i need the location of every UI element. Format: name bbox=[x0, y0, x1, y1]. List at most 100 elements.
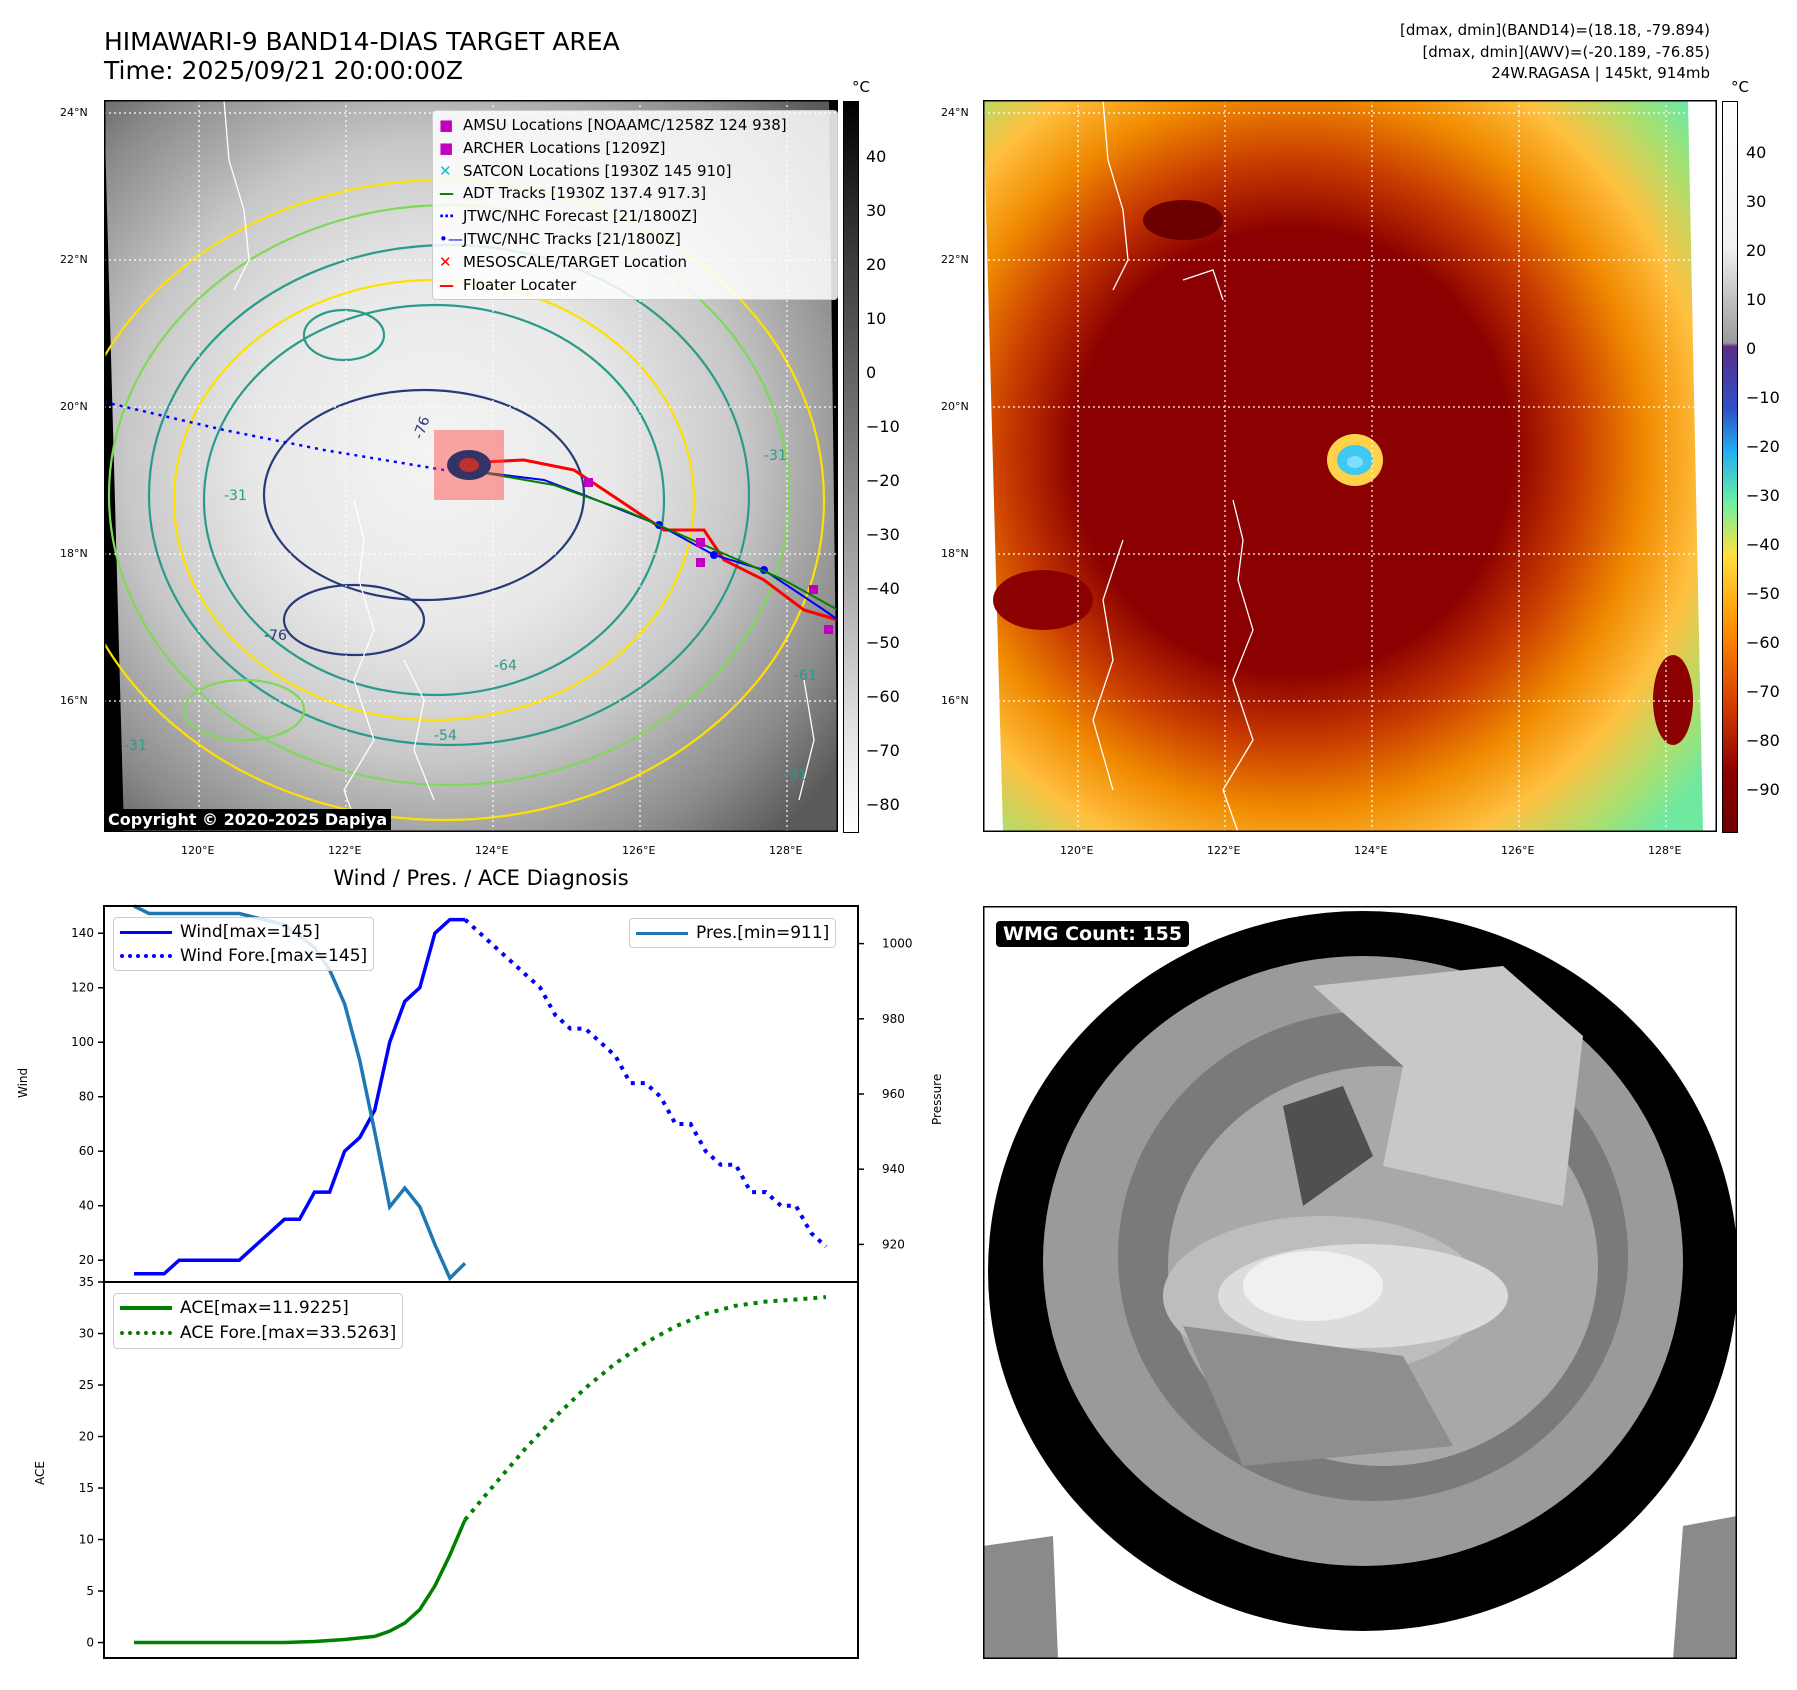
contour-label-group: -76 -64 -54 -31 -31 -31 -76 -61 -31 bbox=[124, 414, 817, 784]
lon-label: 124°E bbox=[1354, 844, 1388, 857]
contour-label: -61 bbox=[794, 668, 817, 684]
colorbar-tick: −60 bbox=[866, 687, 900, 706]
floater-track bbox=[483, 458, 838, 622]
info-line1: [dmax, dmin](BAND14)=(18.18, -79.894) bbox=[1399, 21, 1710, 39]
ace-series-line-1 bbox=[463, 1295, 827, 1522]
colorbar-tick: −40 bbox=[866, 579, 900, 598]
wind-tick-label: 60 bbox=[79, 1144, 94, 1158]
adt-track bbox=[478, 471, 838, 611]
lat-label: 24°N bbox=[60, 106, 88, 119]
lat-label: 24°N bbox=[941, 106, 969, 119]
legend-item-pres: Pres.[min=911] bbox=[636, 921, 829, 945]
lon-label: 122°E bbox=[1207, 844, 1241, 857]
legend-item-ace-fore: ACE Fore.[max=33.5263] bbox=[120, 1321, 396, 1346]
coastlines bbox=[223, 100, 815, 832]
wmg-panel bbox=[983, 906, 1737, 1659]
ace-series-line-0 bbox=[134, 1519, 467, 1645]
contour-label: -31 bbox=[784, 768, 807, 784]
wind-tick-label: 80 bbox=[79, 1090, 94, 1104]
series-line-0 bbox=[134, 917, 465, 1276]
contour-label: -54 bbox=[434, 728, 457, 744]
colorbar-tick: −80 bbox=[1746, 731, 1780, 750]
legend-item: — ADT Tracks [1930Z 137.4 917.3] bbox=[439, 184, 707, 203]
pres-tick-label: 920 bbox=[882, 1237, 905, 1251]
pres-tick-label: 960 bbox=[882, 1087, 905, 1101]
series-line-1 bbox=[463, 918, 828, 1249]
lat-label: 20°N bbox=[941, 400, 969, 413]
panel-title-line2: Time: 2025/09/21 20:00:00Z bbox=[104, 56, 463, 85]
colorbar-tick: −10 bbox=[1746, 388, 1780, 407]
colorbar-tick: −10 bbox=[866, 417, 900, 436]
wmg-count-badge: WMG Count: 155 bbox=[996, 921, 1190, 947]
colorbar-tick: 0 bbox=[1746, 339, 1757, 358]
color-colorbar-unit: °C bbox=[1731, 78, 1749, 96]
wind-tick-label: 100 bbox=[71, 1035, 94, 1049]
colorbar-tick: 10 bbox=[866, 309, 887, 328]
legend-item: ⋯ JTWC/NHC Forecast [21/1800Z] bbox=[439, 207, 698, 226]
colorbar-tick: −90 bbox=[1746, 780, 1780, 799]
contour-label: -31 bbox=[224, 488, 247, 504]
contour-label: -31 bbox=[764, 448, 787, 464]
pres-tick-label: 980 bbox=[882, 1012, 905, 1026]
color-map bbox=[983, 100, 1717, 832]
panel-title-line1: HIMAWARI-9 BAND14-DIAS TARGET AREA bbox=[104, 27, 620, 56]
ace-axis-label: ACE bbox=[33, 1461, 47, 1485]
contour-label: -76 bbox=[264, 628, 287, 644]
diagnosis-title: Wind / Pres. / ACE Diagnosis bbox=[333, 866, 629, 890]
ace-tick-label: 20 bbox=[79, 1430, 94, 1444]
colorbar-tick: −20 bbox=[1746, 437, 1780, 456]
legend-item: ■ AMSU Locations [NOAAMC/1258Z 124 938] bbox=[439, 116, 787, 134]
legend-item-wind-fore: Wind Fore.[max=145] bbox=[120, 944, 367, 968]
lat-label: 22°N bbox=[60, 253, 88, 266]
colorbar-tick: −40 bbox=[1746, 535, 1780, 554]
color-colorbar bbox=[1722, 101, 1738, 833]
info-line2: [dmax, dmin](AWV)=(-20.189, -76.85) bbox=[1422, 43, 1710, 61]
lon-label: 128°E bbox=[769, 844, 803, 857]
ir-colorbar bbox=[843, 101, 859, 833]
lat-label: 16°N bbox=[60, 694, 88, 707]
wind-legend: Wind[max=145] Wind Fore.[max=145] bbox=[113, 917, 375, 971]
colorbar-tick: −70 bbox=[1746, 682, 1780, 701]
contour-label: -64 bbox=[494, 658, 517, 674]
wind-axis-label: Wind bbox=[16, 1067, 30, 1098]
colorbar-tick: −50 bbox=[866, 633, 900, 652]
ace-tick-label: 35 bbox=[79, 1275, 94, 1289]
lat-label: 16°N bbox=[941, 694, 969, 707]
lon-label: 126°E bbox=[1501, 844, 1535, 857]
lon-label: 126°E bbox=[622, 844, 656, 857]
wind-tick-label: 20 bbox=[79, 1253, 94, 1267]
amsu-archer-markers bbox=[584, 478, 833, 634]
contour-label: -31 bbox=[124, 738, 147, 754]
lat-label: 18°N bbox=[941, 547, 969, 560]
lon-label: 120°E bbox=[1060, 844, 1094, 857]
pres-tick-label: 940 bbox=[882, 1162, 905, 1176]
colorbar-tick: −70 bbox=[866, 741, 900, 760]
map2-coastlines bbox=[1092, 100, 1254, 832]
ir-colorbar-unit: °C bbox=[852, 78, 870, 96]
lon-label: 120°E bbox=[181, 844, 215, 857]
colorbar-tick: −30 bbox=[866, 525, 900, 544]
contour-label: -76 bbox=[411, 414, 434, 441]
wind-tick-label: 140 bbox=[71, 926, 94, 940]
lon-label: 122°E bbox=[328, 844, 362, 857]
ace-tick-label: 0 bbox=[86, 1636, 94, 1650]
colorbar-tick: 40 bbox=[866, 147, 887, 166]
colorbar-tick: −30 bbox=[1746, 486, 1780, 505]
colorbar-tick: −20 bbox=[866, 471, 900, 490]
lat-label: 18°N bbox=[60, 547, 88, 560]
pressure-legend: Pres.[min=911] bbox=[629, 918, 837, 948]
info-line3: 24W.RAGASA | 145kt, 914mb bbox=[1491, 64, 1710, 82]
ace-tick-label: 5 bbox=[86, 1584, 94, 1598]
colorbar-tick: 0 bbox=[866, 363, 877, 382]
colorbar-tick: −60 bbox=[1746, 633, 1780, 652]
map-legend: ■ AMSU Locations [NOAAMC/1258Z 124 938] ■… bbox=[432, 110, 838, 301]
colorbar-tick: 20 bbox=[1746, 241, 1767, 260]
legend-item-wind: Wind[max=145] bbox=[120, 920, 367, 944]
lat-label: 20°N bbox=[60, 400, 88, 413]
pres-tick-label: 1000 bbox=[882, 937, 913, 951]
wind-tick-label: 40 bbox=[79, 1199, 94, 1213]
colorbar-tick: −80 bbox=[866, 795, 900, 814]
ace-tick-label: 30 bbox=[79, 1327, 94, 1341]
colorbar-tick: 40 bbox=[1746, 143, 1767, 162]
colorbar-tick: 10 bbox=[1746, 290, 1767, 309]
